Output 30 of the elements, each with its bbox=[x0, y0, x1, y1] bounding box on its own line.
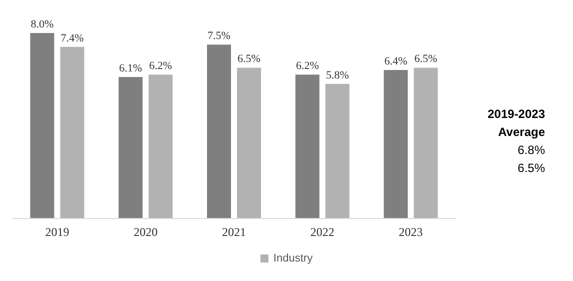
data-label: 6.1% bbox=[119, 62, 142, 74]
text: 6.5% bbox=[518, 161, 546, 175]
data-label: 6.2% bbox=[149, 60, 172, 72]
data-label: 8.0% bbox=[30, 18, 54, 30]
text: 2019-2023 bbox=[488, 107, 546, 121]
text: 6.8% bbox=[518, 143, 546, 157]
bar bbox=[325, 84, 350, 218]
x-tick-label: 2021 bbox=[222, 225, 246, 239]
bar bbox=[295, 74, 320, 218]
data-label: 6.2% bbox=[296, 60, 319, 72]
bar bbox=[384, 70, 408, 218]
data-label: 6.5% bbox=[238, 53, 260, 66]
bar bbox=[30, 33, 54, 218]
data-label: 7.5% bbox=[208, 30, 230, 42]
bar bbox=[237, 68, 261, 218]
bar bbox=[118, 76, 143, 218]
bar bbox=[207, 44, 231, 218]
x-tick-label: 2022 bbox=[310, 225, 334, 239]
x-tick-label: 2019 bbox=[45, 225, 70, 239]
text: Average bbox=[498, 125, 546, 139]
bar bbox=[148, 74, 173, 218]
legend-label: Industry bbox=[273, 252, 314, 264]
bar bbox=[60, 46, 84, 218]
x-tick-label: 2023 bbox=[398, 225, 423, 239]
data-label: 5.8% bbox=[326, 69, 349, 82]
bar bbox=[414, 68, 438, 218]
data-label: 6.4% bbox=[384, 56, 408, 68]
x-tick-label: 2020 bbox=[134, 225, 158, 239]
data-label: 6.5% bbox=[414, 53, 438, 66]
data-label: 7.4% bbox=[60, 32, 84, 44]
